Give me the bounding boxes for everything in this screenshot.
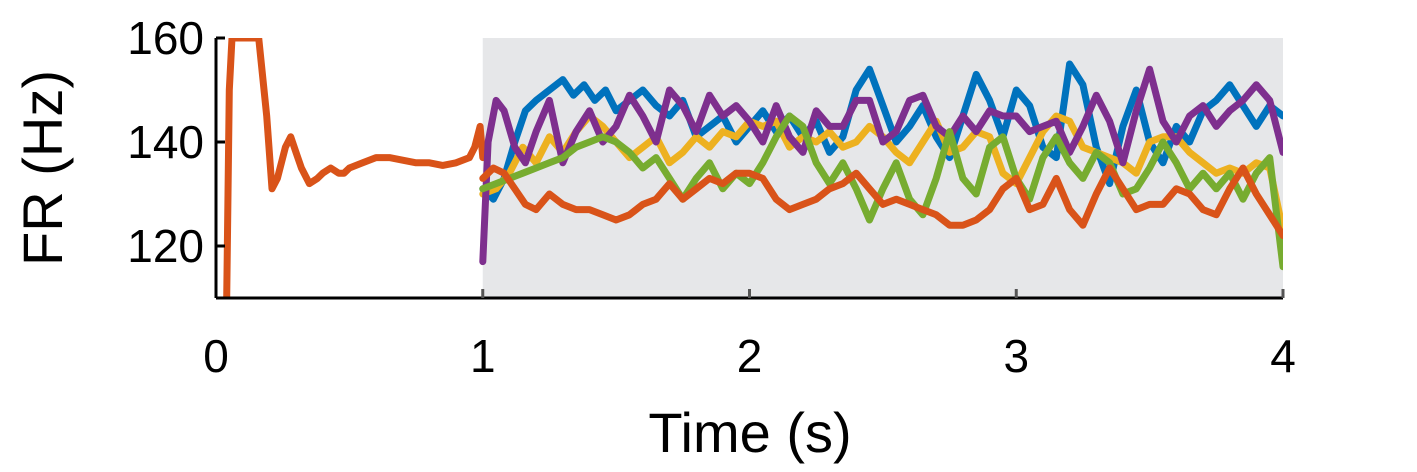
stimulus-shaded-region — [482, 38, 1283, 298]
series-line-5 — [479, 112, 1283, 271]
y-axis-label: FR (Hz) — [11, 70, 74, 266]
x-tick-label: 1 — [470, 330, 496, 382]
series-line-1 — [223, 38, 487, 298]
y-tick-label: 120 — [127, 220, 204, 272]
series-line-2 — [479, 60, 1283, 203]
x-tick-label: 4 — [1270, 330, 1296, 382]
x-tick-label: 0 — [203, 330, 229, 382]
series-line-6 — [479, 164, 1283, 240]
x-axis: 0 1 2 3 4 — [203, 289, 1296, 382]
series-line-4 — [479, 65, 1283, 266]
y-tick-label: 140 — [127, 116, 204, 168]
x-axis-label: Time (s) — [648, 401, 851, 464]
y-axis: 120 140 160 — [127, 12, 225, 298]
x-tick-label: 2 — [737, 330, 763, 382]
x-tick-label: 3 — [1003, 330, 1029, 382]
series-group — [223, 38, 1283, 298]
y-tick-label: 160 — [127, 12, 204, 64]
